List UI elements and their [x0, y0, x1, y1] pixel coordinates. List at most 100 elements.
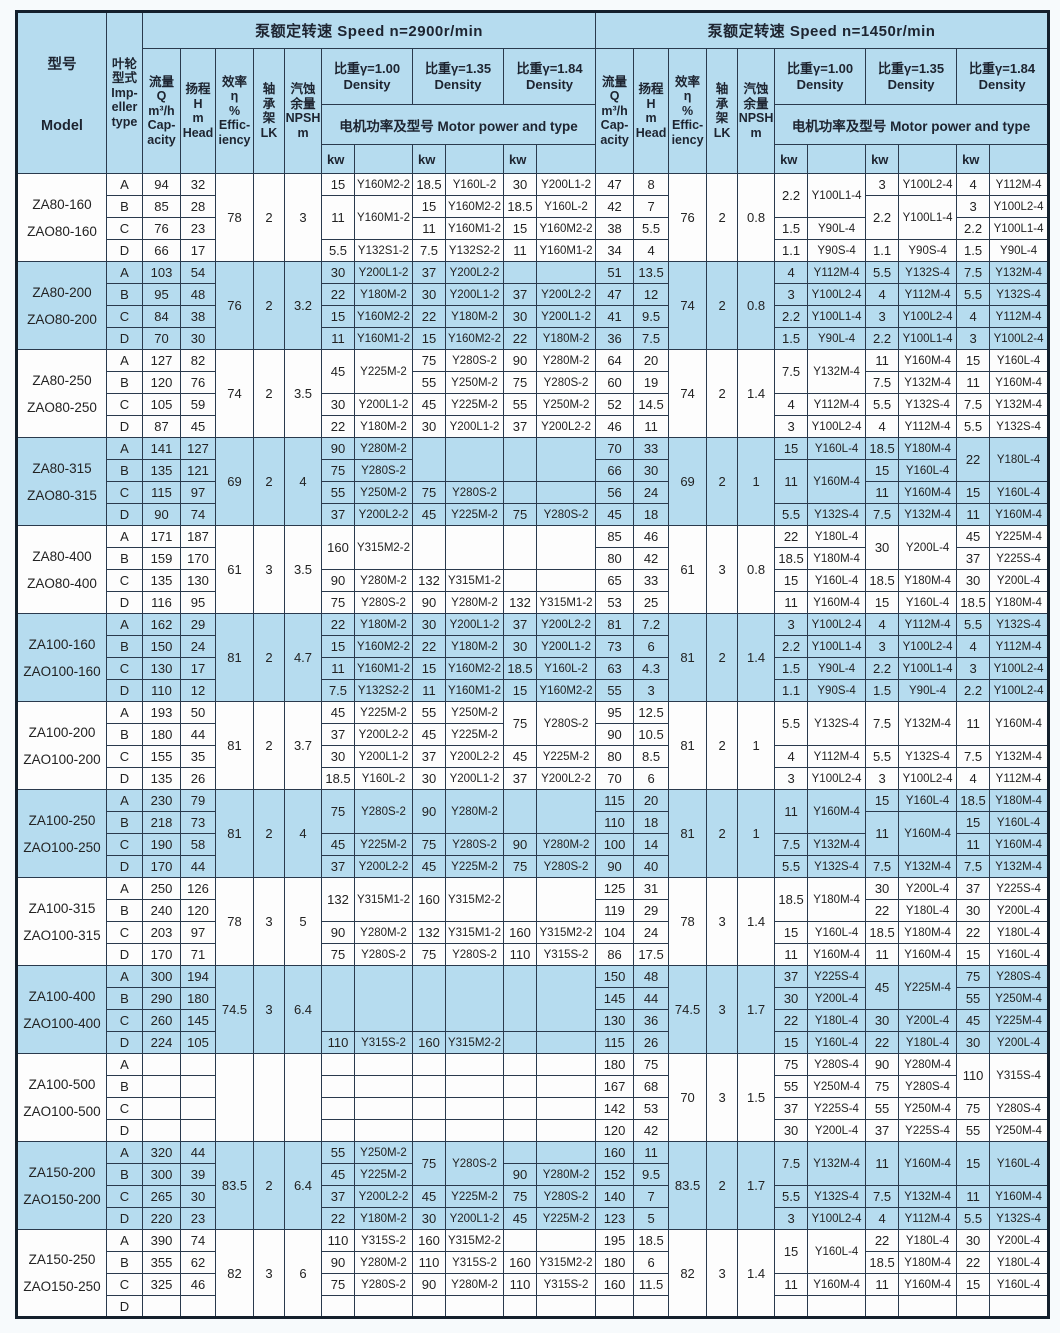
cell-head: 35 — [180, 745, 216, 768]
cell-capacity: 135 — [142, 767, 181, 790]
cell-head: 7 — [633, 1185, 670, 1208]
cell-capacity: 300 — [142, 1163, 181, 1186]
cell-npsh: 1.4 — [737, 613, 776, 702]
cell-head: 121 — [180, 459, 216, 482]
table-row: B 150 24 15 Y160M2-2 22 Y180M-2 30 Y200L1-2 73 6 2.… — [17, 635, 1050, 658]
cell-kw: 11 — [865, 349, 900, 372]
cell-bearing-lk: 3 — [253, 525, 285, 614]
cell-capacity: 150 — [595, 965, 635, 988]
cell-kw — [503, 525, 537, 570]
col-header-model: 型号 Model — [16, 11, 107, 174]
cell-motor-type — [535, 1097, 597, 1120]
cell-kw: 30 — [412, 1207, 446, 1230]
table-row: B 120 76 55 Y250M-2 75 Y280S-2 60 19 7.5 Y132M-4 11… — [17, 371, 1050, 394]
cell-npsh: 1.7 — [737, 965, 776, 1054]
cell-kw: 5.5 — [321, 239, 355, 262]
cell-efficiency: 81 — [668, 789, 708, 878]
cell-kw — [503, 1075, 537, 1098]
cell-motor-type: Y280S-4 — [898, 1075, 958, 1098]
cell-bearing-lk: 3 — [706, 1053, 739, 1142]
cell-motor-type: Y160M-4 — [989, 833, 1050, 856]
cell-kw — [321, 965, 355, 1032]
cell-motor-type — [354, 1295, 413, 1318]
cell-kw: 15 — [865, 789, 900, 812]
cell-kw: 5.5 — [774, 503, 809, 526]
cell-bearing-lk: 2 — [253, 1141, 285, 1230]
cell-motor-type: Y280S-2 — [354, 459, 413, 482]
cell-head: 48 — [180, 283, 216, 306]
cell-motor-type: Y315M1-2 — [535, 591, 597, 614]
cell-head: 12 — [633, 283, 670, 306]
cell-motor-type: Y160M2-2 — [354, 305, 413, 328]
cell-kw: 22 — [865, 1229, 900, 1252]
cell-capacity: 38 — [595, 217, 635, 240]
cell-motor-type: Y132M-4 — [807, 349, 867, 394]
impeller-cell: D — [106, 943, 143, 966]
cell-motor-type: Y90L-4 — [989, 239, 1050, 262]
cell-kw: 15 — [956, 349, 991, 372]
cell-kw: 22 — [865, 899, 900, 922]
cell-motor-type: Y132S-4 — [807, 855, 867, 878]
cell-capacity: 160 — [595, 1273, 635, 1296]
cell-head — [180, 1075, 216, 1098]
cell-kw: 22 — [412, 305, 446, 328]
impeller-cell: A — [106, 261, 143, 284]
cell-motor-type — [445, 1053, 504, 1076]
cell-head: 6 — [633, 1251, 670, 1274]
cell-motor-type: Y280S-2 — [535, 371, 597, 394]
cell-npsh: 4.7 — [284, 613, 322, 702]
cell-motor-type: Y225M-2 — [354, 1163, 413, 1186]
cell-motor-type: Y200L-4 — [898, 525, 958, 570]
cell-head: 187 — [180, 525, 216, 548]
cell-kw: 18.5 — [774, 547, 809, 570]
impeller-cell: A — [106, 1141, 143, 1164]
cell-capacity: 115 — [142, 481, 181, 504]
cell-motor-type — [535, 877, 597, 922]
cell-motor-type: Y180M-2 — [445, 635, 504, 658]
cell-motor-type: Y225M-2 — [445, 723, 504, 746]
cell-capacity: 64 — [595, 349, 635, 372]
cell-motor-type: Y200L2-2 — [354, 1185, 413, 1208]
cell-motor-type: Y112M-4 — [989, 173, 1050, 196]
cell-motor-type — [445, 437, 504, 482]
cell-motor-type: Y132S-4 — [989, 283, 1050, 306]
cell-head: 14 — [633, 833, 670, 856]
cell-kw: 7.5 — [956, 745, 991, 768]
cell-kw: 30 — [865, 1009, 900, 1032]
cell-kw: 75 — [321, 943, 355, 966]
cell-motor-type: Y200L2-2 — [535, 613, 597, 636]
cell-head: 82 — [180, 349, 216, 372]
cell-kw: 4 — [774, 745, 809, 768]
cell-kw: 11 — [865, 1141, 900, 1186]
cell-kw: 11 — [774, 591, 809, 614]
cell-motor-type: Y280S-2 — [445, 481, 504, 504]
cell-kw: 5.5 — [956, 613, 991, 636]
cell-bearing-lk: 2 — [706, 261, 739, 350]
cell-kw: 30 — [503, 635, 537, 658]
cell-capacity: 115 — [595, 789, 635, 812]
cell-capacity: 135 — [142, 459, 181, 482]
cell-motor-type: Y90L-4 — [807, 327, 867, 350]
cell-head: 18 — [633, 811, 670, 834]
col-header-bearing-lk: 轴承架 LK — [253, 48, 285, 174]
impeller-cell: D — [106, 1207, 143, 1230]
cell-motor-type: Y132M-4 — [898, 503, 958, 526]
cell-motor-type: Y160M1-2 — [354, 327, 413, 350]
model-cell: ZA80-315 ZAO80-315 — [16, 437, 107, 526]
cell-motor-type: Y132M-4 — [807, 833, 867, 856]
cell-motor-type: Y160L-4 — [898, 591, 958, 614]
cell-motor-type: Y160M2-2 — [445, 657, 504, 680]
cell-motor-type: Y200L1-2 — [445, 767, 504, 790]
cell-head: 120 — [180, 899, 216, 922]
impeller-cell: A — [106, 965, 143, 988]
cell-head: 59 — [180, 393, 216, 416]
cell-head: 5.5 — [633, 217, 670, 240]
table-row: D 116 95 75 Y280S-2 90 Y280M-2 132 Y315M1-2 53 25 1… — [17, 591, 1050, 614]
cell-kw: 15 — [956, 1141, 991, 1186]
cell-motor-type: Y280M-2 — [445, 591, 504, 614]
cell-kw: 7.5 — [865, 503, 900, 526]
cell-capacity — [142, 1097, 181, 1120]
cell-motor-type: Y180M-2 — [445, 305, 504, 328]
cell-kw: 110 — [956, 1053, 991, 1098]
cell-kw: 7.5 — [774, 349, 809, 394]
